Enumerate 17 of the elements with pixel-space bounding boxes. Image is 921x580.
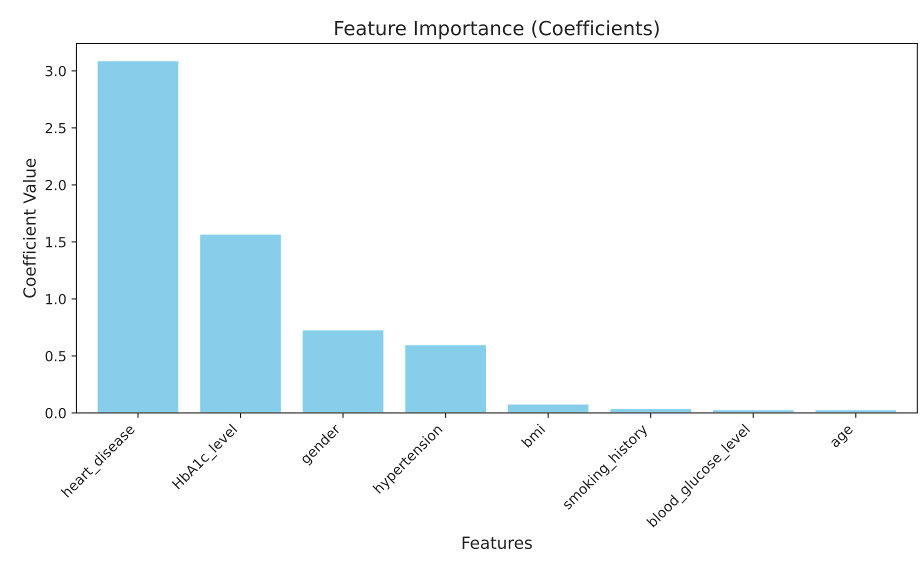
x-tick-label: age bbox=[830, 425, 856, 450]
bar bbox=[198, 233, 282, 413]
y-tick-label: 1.0 bbox=[46, 294, 66, 304]
x-axis-title: Features bbox=[462, 536, 532, 550]
bar bbox=[301, 329, 385, 413]
y-axis-title: Coefficient Value bbox=[22, 158, 36, 298]
y-tick-label: 1.5 bbox=[46, 237, 66, 248]
y-tick-label: 2.5 bbox=[46, 122, 66, 134]
bar bbox=[96, 60, 180, 413]
bar bbox=[404, 344, 488, 413]
y-tick-label: 0.0 bbox=[46, 408, 66, 418]
chart-title: Feature Importance (Coefficients) bbox=[335, 20, 659, 40]
bar bbox=[608, 408, 692, 413]
y-tick-label: 2.0 bbox=[46, 180, 66, 190]
y-tick-label: 3.0 bbox=[46, 66, 66, 76]
y-tick-label: 0.5 bbox=[46, 350, 66, 362]
bar bbox=[506, 403, 590, 413]
